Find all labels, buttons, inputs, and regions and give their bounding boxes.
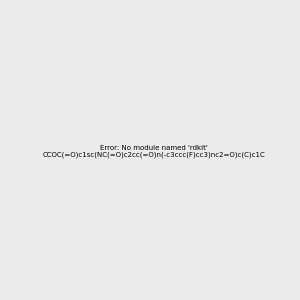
Text: Error: No module named 'rdkit'
CCOC(=O)c1sc(NC(=O)c2cc(=O)n(-c3ccc(F)cc3)nc2=O)c: Error: No module named 'rdkit' CCOC(=O)c… xyxy=(42,145,265,158)
